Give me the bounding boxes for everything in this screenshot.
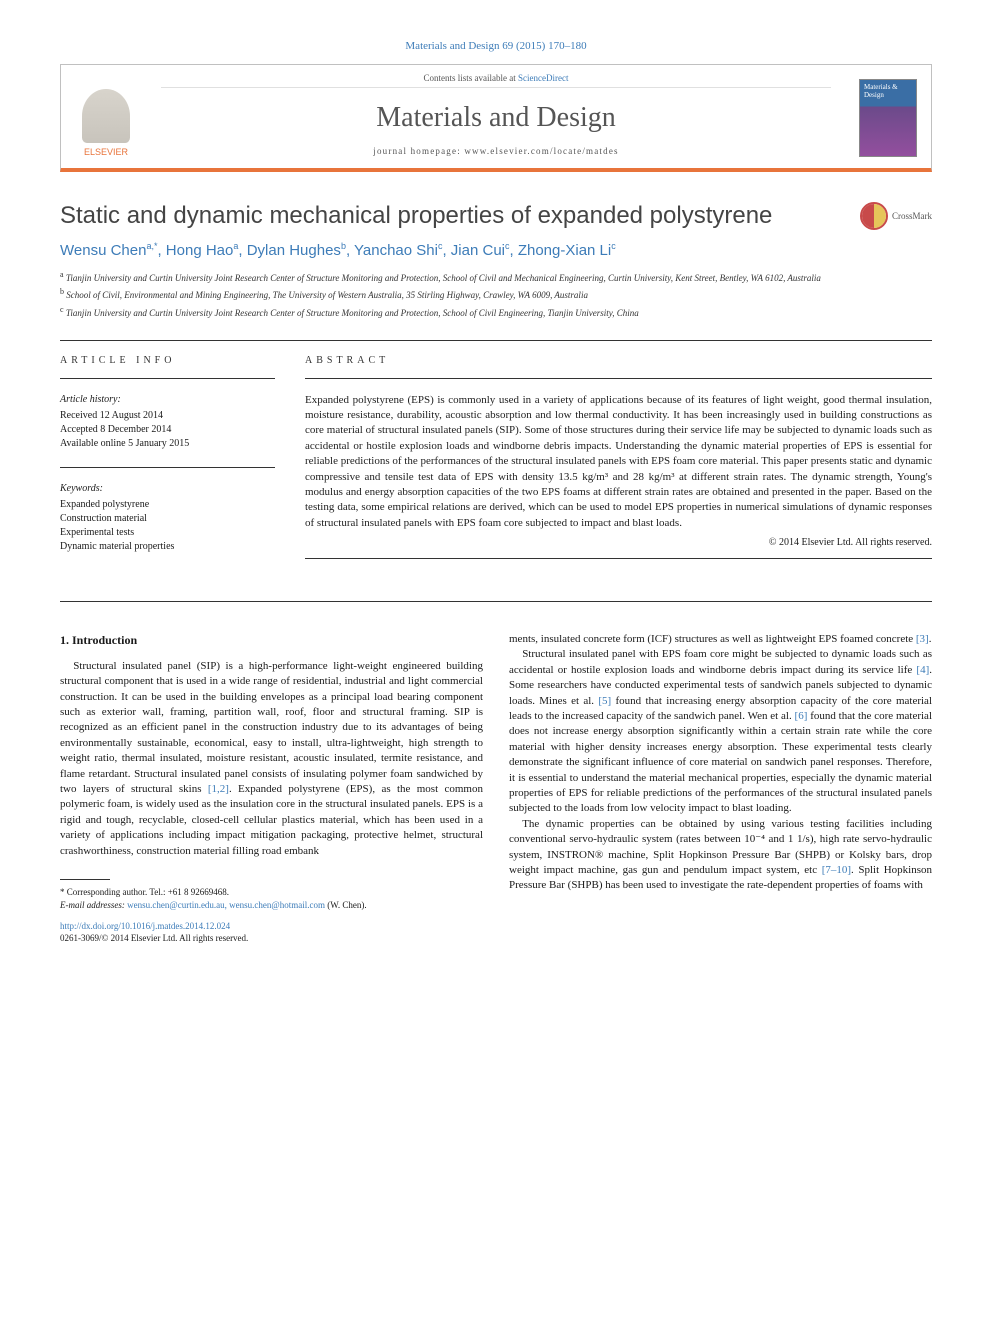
body-paragraph: The dynamic properties can be obtained b… [509,817,932,894]
cover-title: Materials & Design [860,80,916,103]
journal-homepage: journal homepage: www.elsevier.com/locat… [61,146,931,168]
footnote-separator [60,879,110,880]
keywords-block: Keywords: Expanded polystyreneConstructi… [60,482,275,554]
article-info-label: ARTICLE INFO [60,355,275,366]
crossmark-badge[interactable]: CrossMark [860,202,932,230]
section-heading: 1. Introduction [60,632,483,649]
affiliation: c Tianjin University and Curtin Universi… [60,304,932,320]
keyword: Dynamic material properties [60,540,275,554]
divider [305,558,932,559]
crossmark-label: CrossMark [892,211,932,221]
footnotes: * Corresponding author. Tel.: +61 8 9266… [60,886,483,911]
keyword: Experimental tests [60,526,275,540]
body-columns: 1. Introduction Structural insulated pan… [60,632,932,944]
homepage-prefix: journal homepage: [373,146,464,156]
abstract-copyright: © 2014 Elsevier Ltd. All rights reserved… [305,537,932,548]
affiliation: a Tianjin University and Curtin Universi… [60,269,932,285]
history-heading: Article history: [60,393,275,407]
body-paragraph: Structural insulated panel with EPS foam… [509,647,932,816]
author-list: Wensu Chena,*, Hong Haoa, Dylan Hughesb,… [60,241,932,259]
publisher-name: ELSEVIER [84,147,128,157]
column-left: 1. Introduction Structural insulated pan… [60,632,483,944]
history-line: Received 12 August 2014 [60,409,275,423]
divider [60,378,275,379]
history-line: Accepted 8 December 2014 [60,423,275,437]
publisher-logo[interactable]: ELSEVIER [75,79,137,157]
crossmark-icon [860,202,888,230]
body-paragraph: ments, insulated concrete form (ICF) str… [509,632,932,647]
doi-block: http://dx.doi.org/10.1016/j.matdes.2014.… [60,921,483,944]
corresponding-author: * Corresponding author. Tel.: +61 8 9266… [60,886,483,899]
elsevier-tree-icon [82,89,130,143]
abstract-label: ABSTRACT [305,355,932,366]
journal-reference: Materials and Design 69 (2015) 170–180 [60,40,932,52]
sciencedirect-link[interactable]: ScienceDirect [518,73,568,83]
article-title: Static and dynamic mechanical properties… [60,202,840,231]
divider [305,378,932,379]
history-line: Available online 5 January 2015 [60,437,275,451]
journal-header: ELSEVIER Materials & Design Contents lis… [60,64,932,172]
keyword: Expanded polystyrene [60,498,275,512]
column-right: ments, insulated concrete form (ICF) str… [509,632,932,944]
abstract-text: Expanded polystyrene (EPS) is commonly u… [305,393,932,532]
body-paragraph: Structural insulated panel (SIP) is a hi… [60,659,483,859]
email-person: (W. Chen). [327,900,366,910]
journal-title: Materials and Design [61,88,931,146]
contents-prefix: Contents lists available at [424,73,518,83]
affiliation: b School of Civil, Environmental and Min… [60,286,932,302]
keywords-heading: Keywords: [60,482,275,496]
homepage-url[interactable]: www.elsevier.com/locate/matdes [464,146,618,156]
author-email-link[interactable]: wensu.chen@curtin.edu.au, wensu.chen@hot… [127,900,325,910]
divider [60,340,932,341]
divider [60,601,932,602]
email-label: E-mail addresses: [60,900,125,910]
article-history: Article history: Received 12 August 2014… [60,393,275,451]
divider [60,467,275,468]
doi-link[interactable]: http://dx.doi.org/10.1016/j.matdes.2014.… [60,921,230,931]
issn-copyright: 0261-3069/© 2014 Elsevier Ltd. All right… [60,933,248,943]
journal-cover-thumbnail[interactable]: Materials & Design [859,79,917,157]
affiliations: a Tianjin University and Curtin Universi… [60,269,932,320]
contents-line: Contents lists available at ScienceDirec… [161,65,831,88]
keyword: Construction material [60,512,275,526]
